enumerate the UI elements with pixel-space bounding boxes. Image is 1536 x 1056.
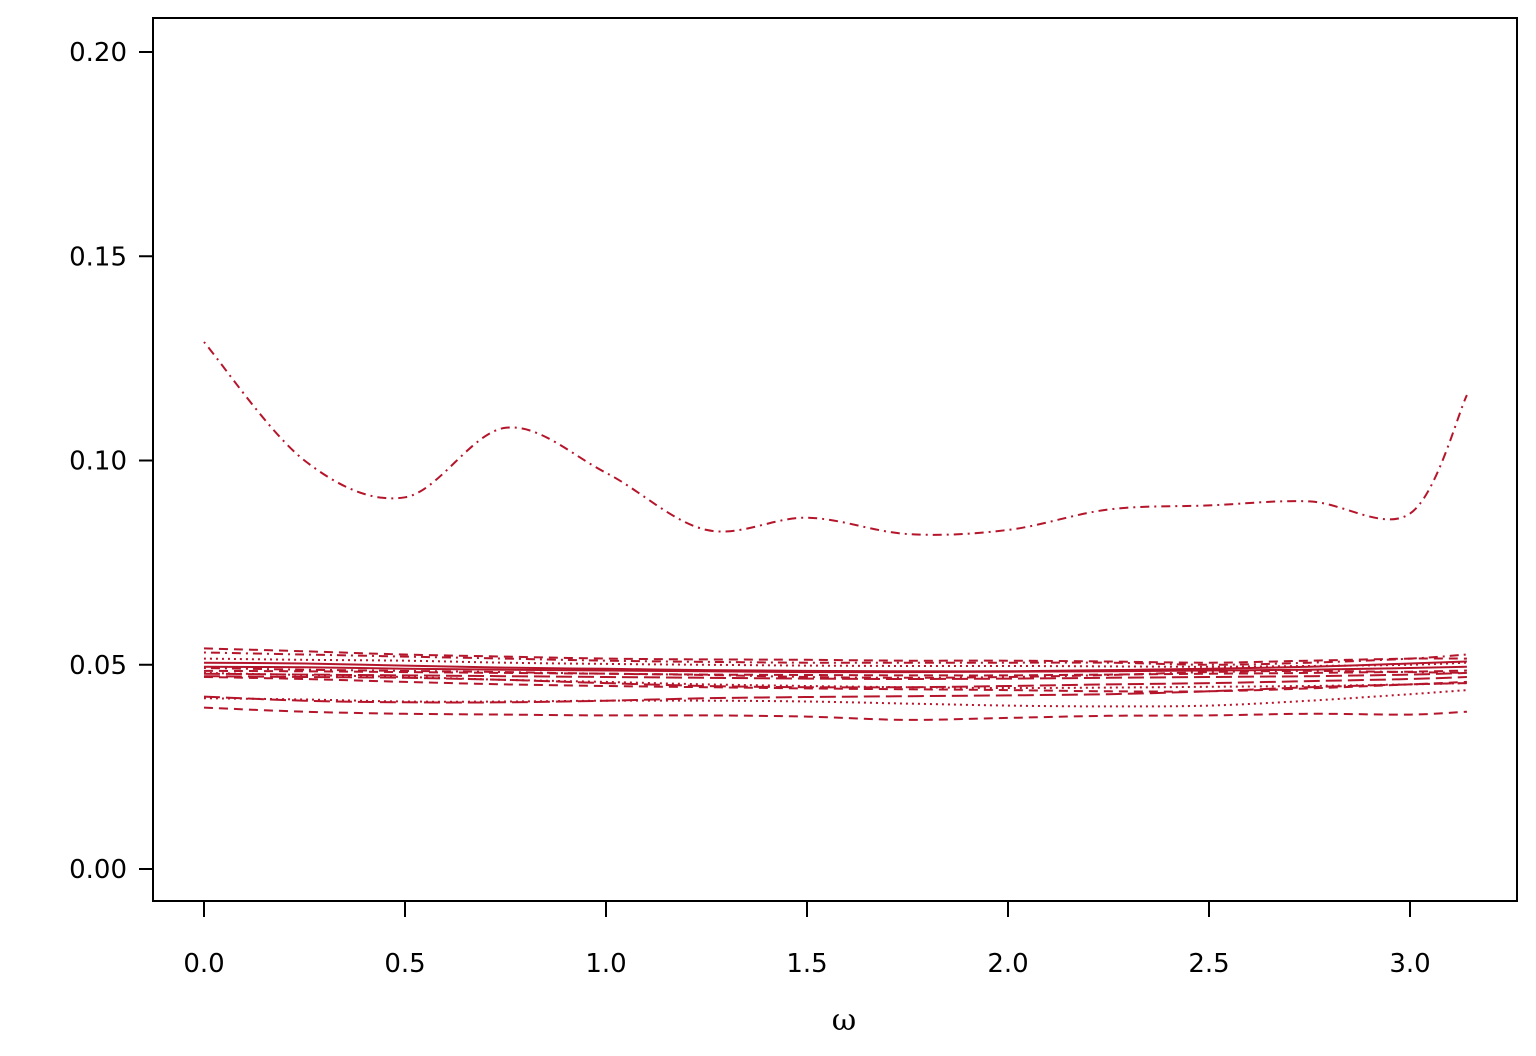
x-tick-label: 1.5 — [786, 949, 827, 979]
series-line-2 — [203, 660, 1467, 673]
series-line-10 — [203, 667, 1467, 679]
series-line-15 — [203, 706, 1467, 721]
x-tick-label: 2.5 — [1188, 949, 1229, 979]
series-line-3 — [203, 665, 1467, 674]
series-line-13 — [203, 682, 1467, 704]
x-tick-label: 2.0 — [987, 949, 1028, 979]
series-line-7 — [203, 669, 1467, 677]
y-axis: 0.00 0.05 0.10 0.15 0.20 — [69, 38, 153, 885]
series-line-14 — [203, 689, 1467, 708]
x-tick-label: 3.0 — [1389, 949, 1430, 979]
y-tick-label: 0.15 — [69, 242, 127, 272]
y-tick-label: 0.10 — [69, 447, 127, 477]
series-line-11 — [203, 675, 1467, 689]
x-axis: 0.0 0.5 1.0 1.5 2.0 2.5 3.0 — [183, 901, 1431, 979]
series-lines — [203, 341, 1468, 721]
y-tick-label: 0.05 — [69, 651, 127, 681]
y-tick-label: 0.20 — [69, 38, 127, 68]
x-tick-label: 0.0 — [183, 949, 224, 979]
y-tick-label: 0.00 — [69, 855, 127, 885]
series-line-5 — [203, 651, 1467, 666]
series-line-4 — [203, 647, 1467, 664]
x-tick-label: 0.5 — [384, 949, 425, 979]
series-line-8 — [203, 671, 1467, 681]
x-tick-label: 1.0 — [585, 949, 626, 979]
x-axis-title: ω — [832, 1003, 856, 1038]
series-line-12 — [203, 676, 1467, 693]
series-line-1 — [203, 341, 1468, 536]
plot-frame — [152, 17, 1518, 902]
